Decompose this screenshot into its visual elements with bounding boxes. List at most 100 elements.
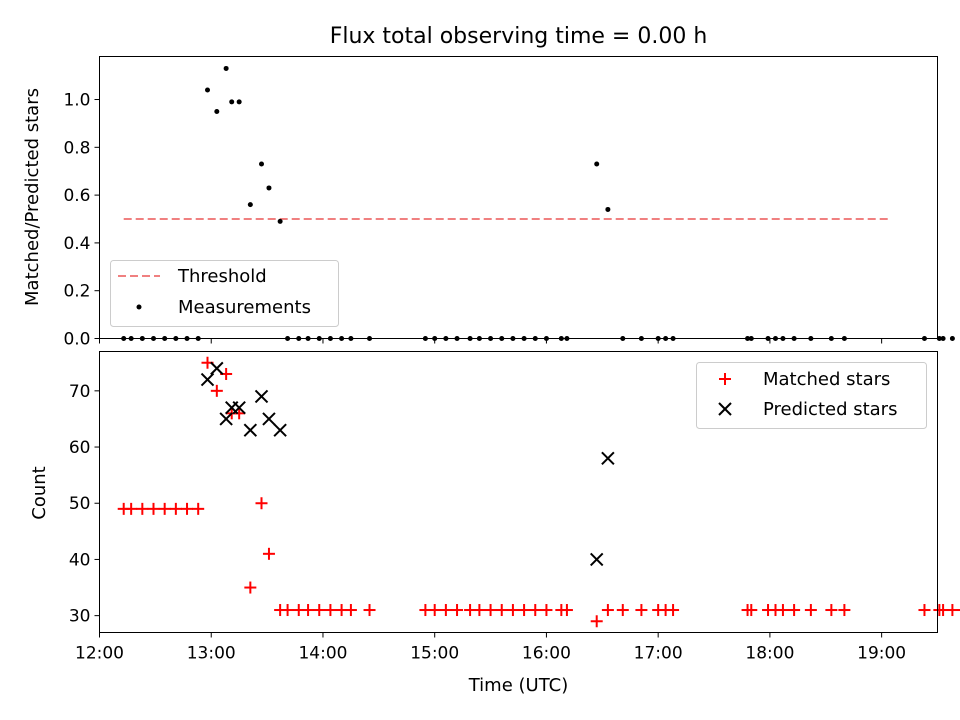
matched-star-point <box>324 604 337 617</box>
measurement-point <box>214 108 220 114</box>
matched-star-point <box>601 604 614 617</box>
matched-star-point <box>210 384 223 397</box>
matched-star-point <box>313 604 326 617</box>
matched-star-point <box>428 604 441 617</box>
matched-star-point <box>244 581 257 594</box>
matched-star-point <box>804 604 817 617</box>
measurement-point <box>236 99 242 105</box>
matched-star-point <box>745 604 758 617</box>
top-legend: Threshold Measurements <box>110 260 339 327</box>
matched-star-point <box>169 502 182 515</box>
legend-matched-label: Matched stars <box>763 369 890 390</box>
measurement-point <box>229 99 235 105</box>
bottom-y-axis-label: Count <box>29 466 50 519</box>
measurement-point <box>940 336 946 341</box>
matched-star-point <box>616 604 629 617</box>
matched-star-point <box>484 604 497 617</box>
matched-star-point <box>439 604 452 617</box>
matched-star-point <box>560 604 573 617</box>
matched-star-point <box>192 502 205 515</box>
legend-matched-swatch <box>719 373 731 385</box>
matched-star-point <box>473 604 486 617</box>
measurement-point <box>205 87 211 93</box>
legend-measurements-label: Measurements <box>178 297 311 318</box>
matched-star-point <box>506 604 519 617</box>
matched-star-point <box>918 604 931 617</box>
predicted-star-point <box>262 412 276 426</box>
legend-predicted-swatch <box>718 402 732 416</box>
matched-star-point <box>451 604 464 617</box>
matched-star-point <box>181 502 194 515</box>
chart-title: Flux total observing time = 0.00 h <box>330 24 708 49</box>
x-axis-label: Time (UTC) <box>468 675 569 696</box>
matched-star-point <box>946 604 959 617</box>
matched-star-point <box>255 497 268 510</box>
matched-star-point <box>302 604 315 617</box>
x-tick-label: 15:00 <box>410 644 459 664</box>
bottom-panel: 30 40 50 60 70 12:00 13:00 14:00 15:00 16:00 17:0… <box>29 351 960 696</box>
matched-star-point <box>540 604 553 617</box>
bottom-plot-frame <box>99 351 938 633</box>
matched-star-point <box>495 604 508 617</box>
top-y-tick-label: 0.8 <box>63 138 90 158</box>
x-tick-label: 16:00 <box>522 644 571 664</box>
predicted-star-point <box>210 361 224 376</box>
matched-star-point <box>363 604 376 617</box>
measurement-point <box>949 336 955 341</box>
measurement-point <box>247 202 253 208</box>
predicted-star-point <box>219 412 233 426</box>
predicted-star-point <box>601 451 615 465</box>
measurement-point <box>594 161 600 167</box>
predicted-star-point <box>243 423 258 437</box>
top-y-tick-label: 1.0 <box>63 91 90 111</box>
x-tick-label: 18:00 <box>745 644 794 664</box>
legend-threshold-label: Threshold <box>177 266 267 287</box>
x-tick-label: 17:00 <box>634 644 683 664</box>
measurement-point <box>259 161 265 167</box>
matched-star-point <box>262 547 275 560</box>
predicted-star-point <box>590 552 604 567</box>
bottom-legend-box <box>696 362 927 429</box>
matched-star-point <box>147 502 160 515</box>
top-y-tick-label: 0.4 <box>63 234 90 254</box>
top-y-axis-label: Matched/Predicted stars <box>22 88 43 306</box>
measurement-point <box>223 65 229 71</box>
matched-star-point <box>635 604 648 617</box>
x-tick-label: 14:00 <box>298 644 347 664</box>
matched-star-point <box>838 604 851 617</box>
matched-star-point <box>776 604 789 617</box>
legend-measurements-swatch <box>136 304 142 310</box>
bottom-y-tick-label: 40 <box>69 550 91 570</box>
top-legend-box <box>110 260 339 327</box>
predicted-star-point <box>254 389 269 404</box>
top-y-tick-label: 0.0 <box>63 330 90 350</box>
top-y-tick-label: 0.2 <box>63 282 90 302</box>
bottom-legend: Matched stars Predicted stars <box>696 362 927 429</box>
matched-star-point <box>529 604 542 617</box>
matched-star-point <box>667 604 680 617</box>
bottom-y-tick-label: 70 <box>69 382 91 402</box>
predicted-star-point <box>232 400 246 415</box>
legend-predicted-label: Predicted stars <box>763 399 897 420</box>
measurement-point <box>266 185 272 191</box>
matched-star-point <box>518 604 531 617</box>
top-plot-frame <box>99 56 938 339</box>
top-panel: 0.0 0.2 0.4 0.6 0.8 1.0 Matched/Predicted sta… <box>22 56 955 350</box>
top-y-tick-label: 0.6 <box>63 186 90 206</box>
x-tick-label: 13:00 <box>187 644 236 664</box>
matched-star-point <box>125 502 138 515</box>
measurement-point <box>936 336 942 341</box>
matched-star-point <box>158 502 171 515</box>
measurement-point <box>277 218 283 224</box>
predicted-star-point <box>273 423 287 437</box>
bottom-y-tick-label: 60 <box>69 438 91 458</box>
x-tick-label: 12:00 <box>75 644 124 664</box>
measurement-point <box>605 206 611 212</box>
matched-star-point <box>281 604 294 617</box>
matched-star-point <box>136 502 149 515</box>
matched-star-point <box>825 604 838 617</box>
matched-star-point <box>590 615 603 628</box>
matched-star-point <box>233 407 246 420</box>
matched-star-point <box>344 604 357 617</box>
